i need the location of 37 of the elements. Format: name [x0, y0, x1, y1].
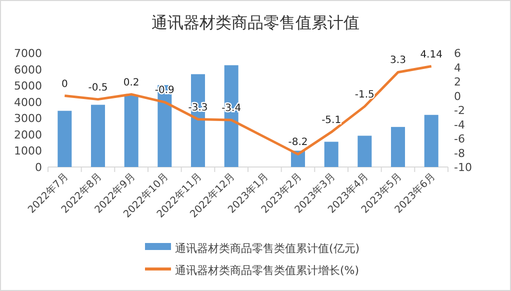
- line-series: [63, 65, 433, 156]
- y2-tick-label: -6: [454, 132, 465, 146]
- data-label: 4.14: [420, 49, 442, 60]
- bar: [391, 126, 405, 167]
- y-tick-label: 2000: [14, 128, 42, 142]
- y2-tick-label: -8: [454, 146, 465, 160]
- y2-tick-label: 4: [454, 61, 461, 74]
- bar: [324, 142, 338, 167]
- data-label: 3.3: [390, 55, 406, 66]
- bar: [224, 65, 238, 167]
- y-tick-label: 7000: [14, 47, 42, 60]
- bar: [424, 114, 438, 167]
- y2-tick-label: 6: [454, 47, 461, 60]
- y-tick-label: 0: [35, 161, 42, 174]
- data-label: -5.1: [322, 115, 342, 126]
- y2-tick-label: -10: [454, 161, 472, 174]
- y-tick-label: 6000: [14, 63, 42, 76]
- bar: [358, 136, 372, 167]
- data-label: -0.5: [88, 82, 108, 94]
- data-label: -8.2: [288, 137, 308, 148]
- bar: [91, 104, 105, 167]
- y2-tick-label: 0: [454, 90, 461, 103]
- y2-tick-label: -4: [454, 118, 465, 132]
- legend-label: 通讯器材类商品零售类值累计值(亿元): [175, 242, 360, 255]
- y-tick-label: 4000: [14, 96, 42, 109]
- y-tick-label: 5000: [14, 80, 42, 93]
- legend-label: 通讯器材类商品零售类值累计增长(%): [175, 264, 360, 277]
- bar: [124, 95, 138, 167]
- y2-tick-label: -2: [454, 104, 465, 117]
- data-label: 0.2: [123, 77, 140, 88]
- y2-tick-label: 2: [454, 76, 461, 88]
- chart-title: 通讯器材类商品零售值累计值: [152, 13, 360, 32]
- bar: [58, 110, 72, 167]
- data-label: -1.5: [354, 89, 374, 100]
- y-tick-label: 3000: [14, 112, 42, 126]
- y-tick-label: 1000: [14, 144, 42, 158]
- data-label: 0: [61, 78, 68, 90]
